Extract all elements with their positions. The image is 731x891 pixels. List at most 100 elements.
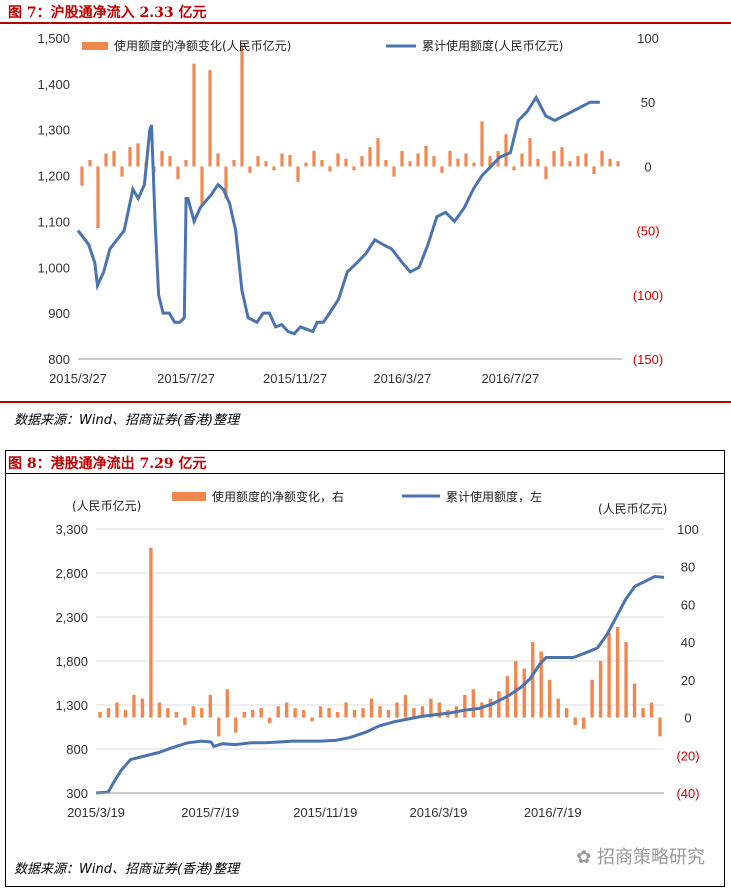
net-change-bar	[504, 134, 508, 167]
net-change-bar	[497, 691, 501, 718]
net-change-bar	[115, 702, 119, 718]
x-tick-label: 2016/3/19	[410, 805, 468, 820]
net-change-bar	[584, 153, 588, 167]
chart-1-legend-bar-label: 使用额度的净额变化(人民币亿元)	[114, 38, 291, 53]
x-tick-label: 2015/7/27	[157, 371, 215, 386]
x-tick-label: 2015/7/19	[181, 805, 239, 820]
x-tick-label: 2016/7/19	[524, 805, 582, 820]
net-change-bar	[384, 159, 388, 167]
net-change-bar	[208, 694, 212, 718]
x-tick-label: 2015/11/19	[293, 805, 357, 820]
net-change-bar	[531, 642, 535, 718]
chart-2-legend-bar-swatch	[172, 492, 206, 501]
net-change-bar	[400, 150, 404, 167]
net-change-bar	[248, 166, 252, 173]
chart-1-legend-line-label: 累计使用额度(人民币亿元)	[422, 38, 563, 53]
net-change-bar	[568, 161, 572, 167]
net-change-bar	[216, 153, 220, 167]
right-tick-label: (20)	[676, 748, 699, 763]
net-change-bar	[369, 698, 374, 718]
net-change-bar	[560, 147, 564, 167]
net-change-bar	[335, 711, 340, 718]
net-change-bar	[658, 717, 662, 737]
left-tick-label: 900	[48, 306, 70, 321]
net-change-bar	[98, 711, 102, 718]
net-change-bar	[318, 706, 323, 718]
net-change-bar	[106, 708, 111, 718]
net-change-bar	[327, 708, 331, 718]
chart-2-right-unit: (人民币亿元)	[598, 501, 667, 516]
net-change-bar	[412, 708, 416, 718]
net-change-bar	[600, 150, 604, 167]
net-change-bar	[123, 710, 128, 718]
net-change-bar	[128, 147, 132, 167]
net-change-bar	[376, 138, 380, 167]
net-change-bar	[576, 156, 580, 167]
figure-2-title-divider	[5, 473, 725, 474]
chart-2-left-unit: (人民币亿元)	[72, 498, 141, 513]
net-change-bar	[166, 708, 170, 718]
figure-2-source: 数据来源：Wind、招商证券(香港)整理	[14, 862, 240, 877]
net-change-bar	[512, 166, 516, 171]
right-tick-label: (40)	[676, 786, 699, 801]
chart-2-legend-bar-label: 使用额度的净额变化，右	[212, 489, 344, 504]
left-tick-label: 3,300	[55, 522, 88, 537]
net-change-bar	[598, 661, 603, 718]
net-change-bar	[304, 162, 308, 167]
net-change-bar	[573, 717, 577, 726]
net-change-bar	[251, 710, 255, 718]
net-change-bar	[416, 153, 420, 167]
right-tick-label: (50)	[636, 224, 659, 239]
chart-1: 800 900 1,000 1,100 1,200 1,300 1,400 1,500 (15…	[37, 31, 663, 386]
net-change-bar	[293, 708, 297, 718]
net-change-bar	[632, 683, 637, 718]
net-change-bar	[88, 159, 92, 167]
left-tick-label: 1,000	[37, 260, 70, 275]
net-change-bar	[284, 702, 289, 718]
net-change-bar	[432, 156, 436, 167]
left-tick-label: 1,500	[37, 31, 70, 46]
net-change-bar	[520, 153, 524, 167]
net-change-bar	[217, 717, 221, 737]
net-change-bar	[564, 708, 569, 718]
net-change-bar	[208, 70, 212, 167]
net-change-bar	[96, 166, 100, 229]
net-change-bar	[463, 694, 467, 718]
chart-2-bars	[98, 547, 662, 737]
net-change-bar	[296, 166, 300, 182]
net-change-bar	[288, 154, 292, 167]
x-tick-label: 2016/3/27	[373, 371, 431, 386]
chart-1-right-axis: (150) (100) (50) 0 50 100	[633, 31, 663, 367]
right-tick-label: (150)	[633, 352, 663, 367]
net-change-bar	[80, 166, 84, 186]
net-change-bar	[403, 694, 408, 718]
net-change-bar	[429, 698, 433, 718]
net-change-bar	[320, 159, 324, 167]
figure-1-top-rule	[0, 22, 731, 24]
net-change-bar	[472, 162, 476, 167]
net-change-bar	[368, 147, 372, 167]
left-tick-label: 1,300	[55, 698, 88, 713]
net-change-bar	[272, 166, 276, 171]
net-change-bar	[488, 698, 492, 718]
net-change-bar	[615, 627, 620, 718]
net-change-bar	[240, 44, 244, 167]
chart-2-line	[95, 574, 665, 795]
net-change-bar	[192, 63, 196, 167]
net-change-bar	[174, 711, 179, 718]
figure-2-title: 图 8：港股通净流出 7.29 亿元	[8, 456, 207, 472]
figure-1-bottom-rule	[0, 401, 731, 403]
chart-1-legend-bar-swatch	[82, 42, 108, 50]
net-change-bar	[361, 708, 365, 718]
left-tick-label: 1,200	[37, 169, 70, 184]
net-change-bar	[200, 166, 204, 205]
net-change-bar	[386, 710, 391, 718]
net-change-bar	[259, 708, 263, 718]
right-tick-label: (100)	[633, 288, 663, 303]
x-tick-label: 2016/7/27	[481, 371, 539, 386]
net-change-bar	[536, 158, 540, 167]
chart-2-x-axis: 2015/3/19 2015/7/19 2015/11/19 2016/3/19 201…	[67, 792, 664, 820]
net-change-bar	[120, 166, 124, 177]
chart-2-legend-line-label: 累计使用额度，左	[446, 489, 542, 504]
